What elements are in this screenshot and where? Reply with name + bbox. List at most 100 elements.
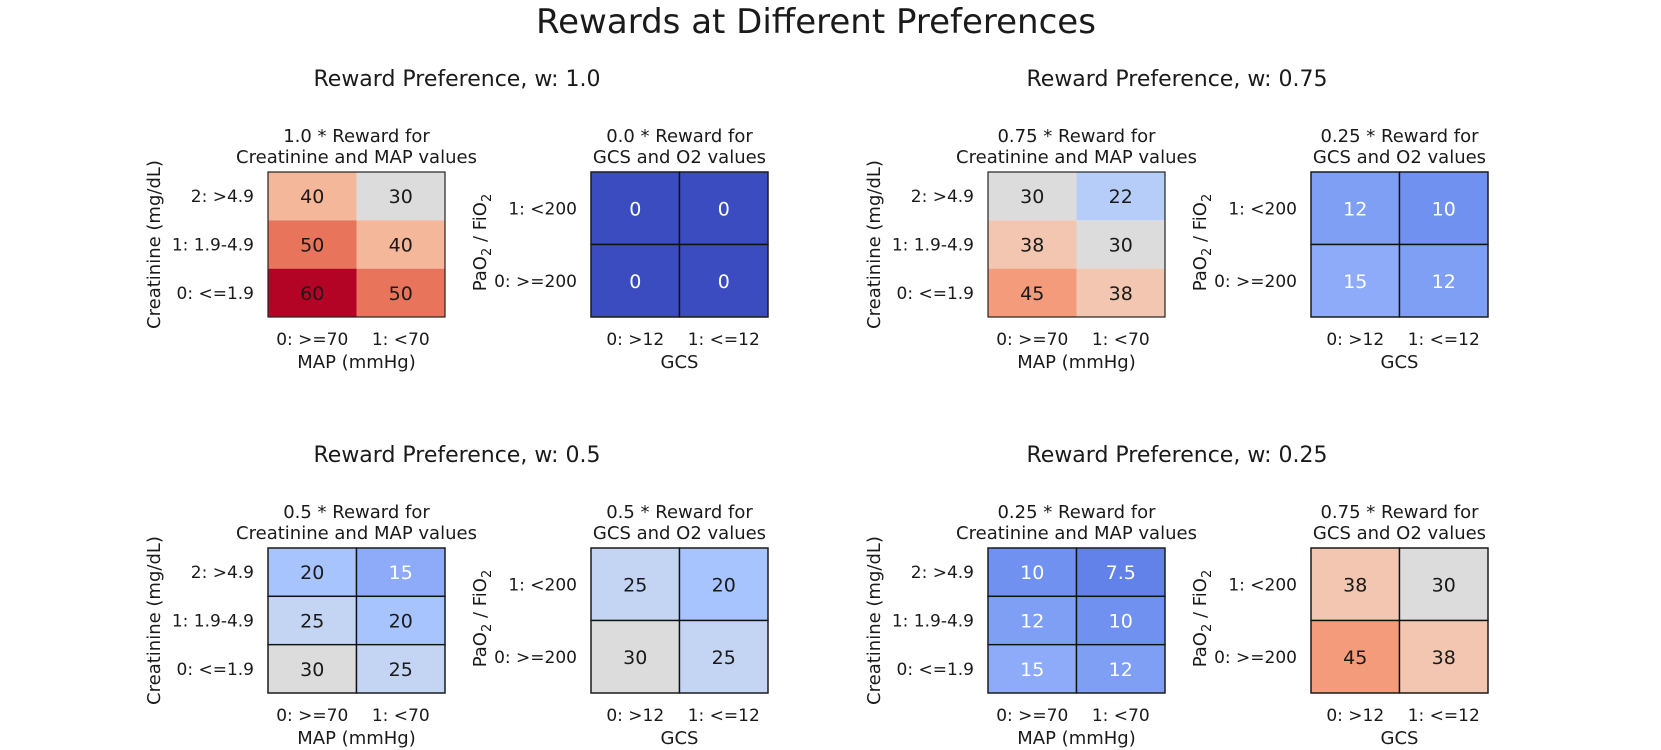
y-axis-label: Creatinine (mg/dL) [144, 536, 165, 705]
panel-title-line: 0.0 * Reward for [606, 126, 753, 147]
x-tick-label: 0: >=70 [276, 706, 348, 726]
y-tick-label: 0: <=1.9 [177, 660, 254, 680]
heatmap-cell [988, 268, 1077, 317]
x-tick-label: 1: <=12 [688, 706, 760, 726]
panel-title-line: 0.75 * Reward for [997, 126, 1156, 147]
x-tick-label: 0: >12 [606, 330, 664, 350]
heatmap-cell [1075, 547, 1166, 598]
x-tick-label: 1: <=12 [1408, 330, 1480, 350]
heatmap-frame [1310, 171, 1489, 318]
panel-title-line: Creatinine and MAP values [956, 147, 1197, 168]
cell-value-label: 30 [623, 647, 647, 669]
x-axis-label: GCS [1381, 728, 1419, 749]
y-tick-label: 2: >4.9 [191, 187, 254, 207]
cell-value-label: 38 [1109, 283, 1133, 305]
x-axis-label: MAP (mmHg) [297, 352, 416, 373]
y-tick-label: 0: <=1.9 [897, 660, 974, 680]
subplot-title: Reward Preference, w: 0.5 [313, 443, 600, 468]
heatmap-frame [1310, 547, 1489, 694]
heatmap-cell [988, 172, 1077, 221]
x-tick-label: 0: >12 [1326, 706, 1384, 726]
cell-value-label: 10 [1109, 611, 1133, 633]
cell-value-label: 7.5 [1106, 562, 1136, 584]
y-axis-label: PaO2 / FiO2 [1190, 194, 1215, 292]
x-tick-label: 1: <=12 [688, 330, 760, 350]
cell-value-label: 30 [389, 186, 413, 208]
cell-value-label: 38 [1020, 235, 1044, 257]
cell-value-label: 50 [389, 283, 413, 305]
x-tick-label: 1: <=12 [1408, 706, 1480, 726]
x-tick-label: 0: >=70 [996, 330, 1068, 350]
figure-title: Rewards at Different Preferences [536, 2, 1096, 42]
cell-value-label: 38 [1343, 574, 1367, 596]
heatmap-frame [987, 171, 1166, 318]
y-tick-label: 0: <=1.9 [177, 284, 254, 304]
heatmap-cell [1076, 268, 1165, 317]
heatmap-cell [1398, 171, 1489, 246]
heatmap-cell [267, 643, 358, 694]
y-axis-label: Creatinine (mg/dL) [864, 160, 885, 329]
y-tick-label: 1: 1.9-4.9 [172, 612, 254, 632]
y-axis-label: Creatinine (mg/dL) [144, 160, 165, 329]
heatmap-cell [1310, 171, 1401, 246]
heatmap-frame [590, 547, 769, 694]
y-tick-label: 1: <200 [508, 199, 577, 219]
x-axis-label: GCS [661, 728, 699, 749]
cell-value-label: 15 [389, 562, 413, 584]
y-axis-label: Creatinine (mg/dL) [864, 536, 885, 705]
x-tick-label: 1: <70 [372, 706, 430, 726]
x-tick-label: 0: >12 [606, 706, 664, 726]
cell-value-label: 12 [1343, 198, 1367, 220]
heatmap-cell [268, 268, 357, 317]
heatmap-cell [678, 171, 769, 246]
x-axis-label: MAP (mmHg) [1017, 728, 1136, 749]
y-tick-label: 0: >=200 [494, 648, 577, 668]
cell-value-label: 30 [1109, 235, 1133, 257]
cell-value-label: 25 [623, 574, 647, 596]
x-tick-label: 1: <70 [372, 330, 430, 350]
heatmap-cell [987, 547, 1078, 598]
y-tick-label: 2: >4.9 [911, 563, 974, 583]
cell-value-label: 25 [300, 611, 324, 633]
heatmap-frame [987, 547, 1166, 694]
heatmap-cell [268, 220, 357, 269]
cell-value-label: 0 [718, 271, 730, 293]
x-tick-label: 0: >=70 [996, 706, 1068, 726]
heatmap-cell [356, 220, 445, 269]
heatmap-cell [988, 220, 1077, 269]
cell-value-label: 22 [1109, 186, 1133, 208]
cell-value-label: 40 [389, 235, 413, 257]
panel-title-line: Creatinine and MAP values [236, 523, 477, 544]
x-axis-label: MAP (mmHg) [1017, 352, 1136, 373]
subplot-title: Reward Preference, w: 0.25 [1026, 443, 1327, 468]
heatmap-cell [590, 619, 681, 694]
x-axis-label: GCS [1381, 352, 1419, 373]
x-axis-label: MAP (mmHg) [297, 728, 416, 749]
panel-title-line: 0.5 * Reward for [283, 502, 430, 523]
x-tick-label: 1: <70 [1092, 706, 1150, 726]
y-axis-label: PaO2 / FiO2 [1190, 570, 1215, 668]
cell-value-label: 50 [300, 235, 324, 257]
heatmap-cell [1398, 619, 1489, 694]
heatmap-frame [267, 547, 446, 694]
panel-title-line: Creatinine and MAP values [236, 147, 477, 168]
y-tick-label: 1: <200 [508, 575, 577, 595]
heatmap-cell [678, 619, 769, 694]
y-axis-label: PaO2 / FiO2 [470, 570, 495, 668]
cell-value-label: 40 [300, 186, 324, 208]
y-tick-label: 1: <200 [1228, 199, 1297, 219]
cell-value-label: 38 [1432, 647, 1456, 669]
cell-value-label: 25 [389, 659, 413, 681]
heatmap-cell [356, 172, 445, 221]
cell-value-label: 0 [718, 198, 730, 220]
y-tick-label: 2: >4.9 [191, 563, 254, 583]
x-axis-label: GCS [661, 352, 699, 373]
cell-value-label: 12 [1020, 611, 1044, 633]
x-tick-label: 0: >12 [1326, 330, 1384, 350]
y-tick-label: 2: >4.9 [911, 187, 974, 207]
heatmap-cell [590, 547, 681, 622]
cell-value-label: 0 [629, 198, 641, 220]
subplot-title: Reward Preference, w: 1.0 [313, 67, 600, 92]
cell-value-label: 30 [1432, 574, 1456, 596]
